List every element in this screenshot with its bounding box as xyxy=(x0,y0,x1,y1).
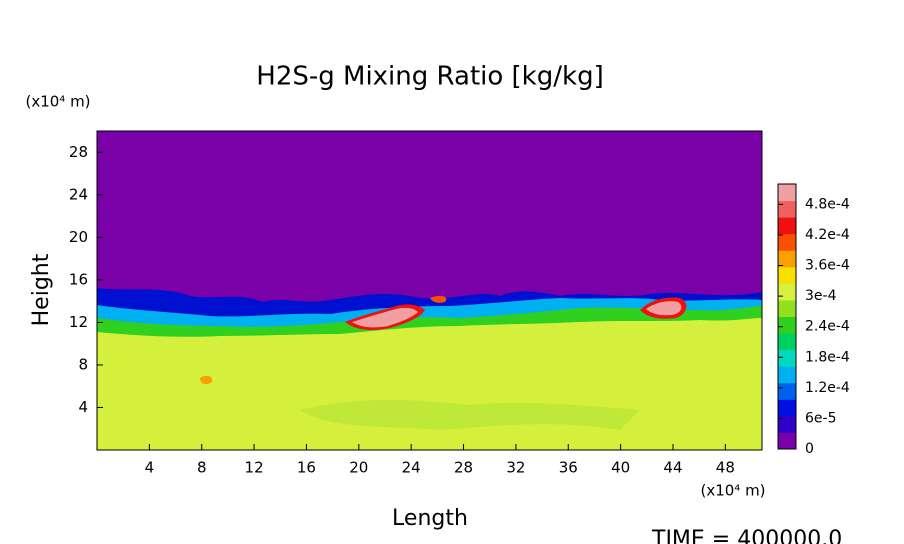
y-tick-label: 28 xyxy=(69,143,88,161)
x-tick-label: 32 xyxy=(506,459,525,477)
colorbar-swatch xyxy=(778,382,796,400)
colorbar-tick-label: 3.6e-4 xyxy=(805,258,850,274)
x-tick-label: 40 xyxy=(611,459,630,477)
x-tick-label: 12 xyxy=(245,459,264,477)
colorbar-tick-label: 6e-5 xyxy=(805,410,836,426)
colorbar-swatch xyxy=(778,299,796,317)
x-tick-label: 28 xyxy=(454,459,473,477)
colorbar-tick-label: 0 xyxy=(805,441,814,457)
colorbar-tick-label: 1.8e-4 xyxy=(805,349,850,365)
y-tick-label: 16 xyxy=(69,270,88,288)
colorbar-swatch xyxy=(778,200,796,218)
y-tick-label: 4 xyxy=(78,398,88,416)
x-tick-label: 8 xyxy=(197,459,207,477)
x-axis-label: Length xyxy=(392,506,468,531)
colorbar-tick-label: 4.8e-4 xyxy=(805,196,850,212)
plot-frame xyxy=(96,130,763,451)
y-tick-label: 24 xyxy=(69,185,88,203)
colorbar-swatch xyxy=(778,349,796,367)
chart-title: H2S-g Mixing Ratio [kg/kg] xyxy=(256,62,603,92)
colorbar-swatch xyxy=(778,399,796,417)
colorbar-tick-label: 2.4e-4 xyxy=(805,319,850,335)
colorbar-swatch xyxy=(778,415,796,433)
field xyxy=(97,131,762,450)
x-tick-label: 44 xyxy=(663,459,682,477)
colorbar-frame xyxy=(777,183,797,450)
x-unit: (x10⁴ m) xyxy=(700,482,765,500)
colorbar-tick-label: 3e-4 xyxy=(805,288,837,304)
colorbar-swatch xyxy=(778,250,796,268)
time-annotation: TIME = 400000.0 xyxy=(651,527,842,544)
y-tick-label: 8 xyxy=(78,355,88,373)
y-axis-label: Height xyxy=(29,253,54,326)
colorbar-swatch xyxy=(778,366,796,384)
colorbar-swatch xyxy=(778,316,796,334)
colorbar-swatch xyxy=(778,233,796,251)
y-tick-label: 12 xyxy=(69,313,88,331)
colorbar-swatch xyxy=(778,184,796,202)
x-tick-label: 4 xyxy=(145,459,155,477)
x-tick-label: 16 xyxy=(297,459,316,477)
x-tick-label: 48 xyxy=(716,459,735,477)
x-tick-label: 20 xyxy=(349,459,368,477)
colorbar-tick-label: 1.2e-4 xyxy=(805,380,850,396)
y-tick-label: 20 xyxy=(69,228,88,246)
x-tick-label: 36 xyxy=(559,459,578,477)
colorbar-swatch xyxy=(778,217,796,235)
colorbar-swatch xyxy=(778,333,796,351)
colorbar-swatch xyxy=(778,283,796,301)
colorbar-swatch xyxy=(778,266,796,284)
y-unit: (x10⁴ m) xyxy=(25,93,90,111)
colorbar-swatch xyxy=(778,432,796,450)
x-tick-label: 24 xyxy=(402,459,421,477)
colorbar-tick-label: 4.2e-4 xyxy=(805,227,850,243)
